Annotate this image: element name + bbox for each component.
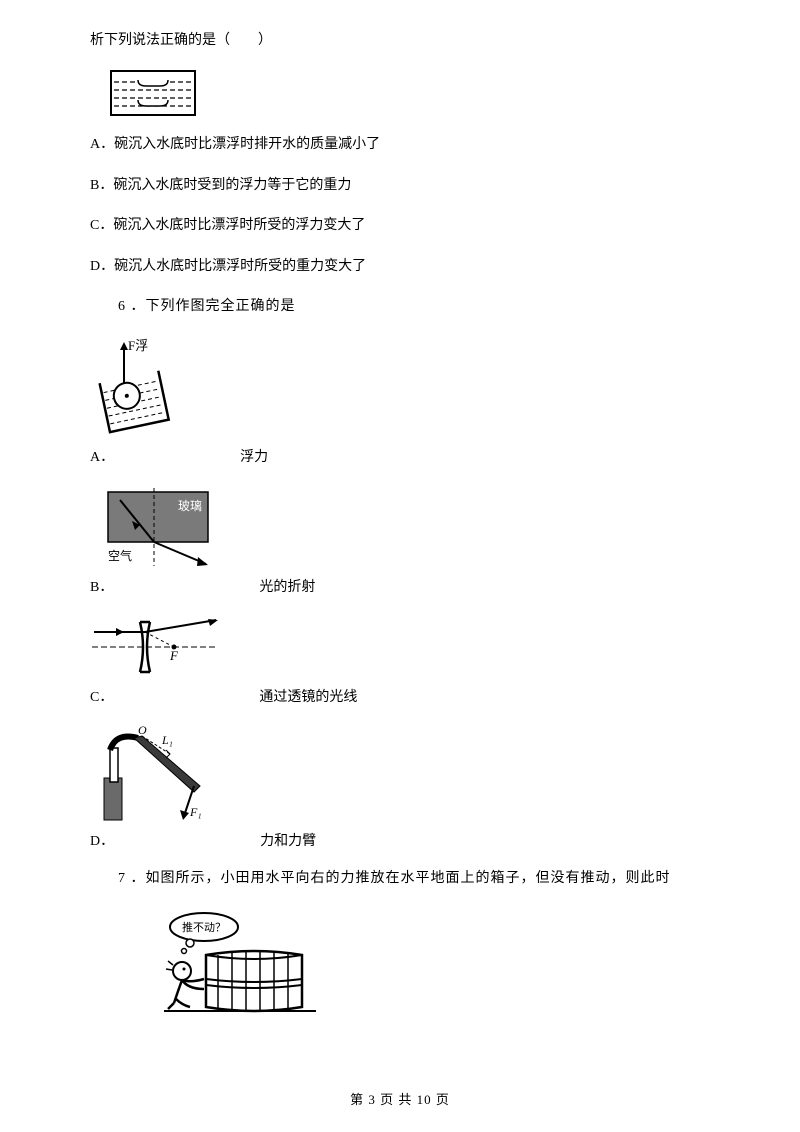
q5-opt-d: D．碗沉人水底时比漂浮时所受的重力变大了 — [90, 256, 710, 278]
q5-opt-b: B．碗沉入水底时受到的浮力等于它的重力 — [90, 175, 710, 197]
q7-stem: 7 ．如图所示，小田用水平向右的力推放在水平地面上的箱子，但没有推动，则此时 — [90, 868, 710, 890]
lever-diagram: O L₁ F₁ — [90, 724, 220, 824]
f-float-label: F浮 — [128, 338, 148, 353]
q6-opt-d-row: D． 力和力臂 — [90, 830, 710, 850]
q6-c-caption: 通过透镜的光线 — [259, 686, 357, 706]
q6-b-caption: 光的折射 — [259, 576, 315, 596]
q5-stem-fragment: 析下列说法正确的是（ ） — [90, 30, 710, 52]
q6-opt-c-row: C． 通过透镜的光线 — [90, 686, 710, 706]
q6-d-letter: D． — [90, 830, 114, 850]
q6-b-diagram: 玻璃 空气 — [90, 484, 710, 570]
q6-c-diagram: F — [90, 614, 710, 680]
q6-d-caption: 力和力臂 — [260, 830, 316, 850]
l1-label: L₁ — [161, 733, 173, 747]
q6-stem: 6 ．下列作图完全正确的是 — [90, 296, 710, 318]
q5-opt-a: A．碗沉入水底时比漂浮时排开水的质量减小了 — [90, 134, 710, 156]
glass-label: 玻璃 — [178, 499, 202, 513]
q6-a-letter: A． — [90, 446, 114, 466]
refraction-diagram: 玻璃 空气 — [90, 484, 220, 570]
lens-diagram: F — [90, 614, 220, 680]
page-footer: 第 3 页 共 10 页 — [0, 1089, 800, 1108]
bubble-text: 推不动？ — [182, 920, 226, 934]
f1-label: F₁ — [189, 805, 202, 819]
q6-a-caption: 浮力 — [240, 446, 268, 466]
focus-label: F — [169, 648, 179, 663]
q6-opt-b-row: B． 光的折射 — [90, 576, 710, 596]
q7-diagram: 推不动？ — [90, 909, 710, 1019]
q6-c-letter: C． — [90, 686, 113, 706]
q6-d-diagram: O L₁ F₁ — [90, 724, 710, 824]
o-label: O — [138, 724, 147, 737]
buoyancy-diagram: F浮 — [90, 336, 180, 436]
push-box-diagram: 推不动？ — [160, 909, 320, 1019]
q6-a-diagram: F浮 — [90, 336, 710, 436]
bowl-water-diagram — [110, 70, 196, 116]
q5-diagram — [90, 70, 710, 116]
air-label: 空气 — [108, 548, 132, 563]
q6-opt-a-row: A． 浮力 — [90, 446, 710, 466]
q6-b-letter: B． — [90, 576, 113, 596]
q5-opt-c: C．碗沉入水底时比漂浮时所受的浮力变大了 — [90, 215, 710, 237]
